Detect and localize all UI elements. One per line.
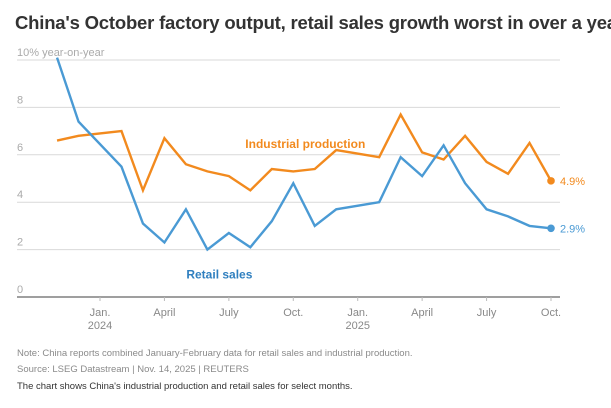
retail-sales-line: [55, 57, 552, 252]
x-tick-label: April: [411, 307, 433, 319]
y-axis-labels: 0 2 4 6 8 10% year-on-year: [17, 47, 105, 296]
x-tick-label: July: [477, 307, 497, 319]
retail-sales-end-marker: [547, 224, 555, 233]
y-tick-label: 0: [17, 284, 23, 296]
x-tick-label: Jan.: [347, 307, 368, 319]
y-tick-label: 4: [17, 189, 23, 201]
series-labels: 4.9% Industrial production 2.9% Retail sale…: [186, 137, 585, 281]
industrial-production-end-label: 4.9%: [560, 176, 585, 188]
y-tick-label: 8: [17, 94, 23, 106]
chart-title: China's October factory output, retail s…: [15, 12, 611, 33]
industrial-production-series-label: Industrial production: [245, 137, 365, 151]
x-tick-label: April: [153, 307, 175, 319]
x-tick-label: Oct.: [283, 307, 303, 319]
x-tick-label: Oct.: [541, 307, 561, 319]
retail-sales-series-label: Retail sales: [186, 267, 252, 281]
x-tick-label: Jan.: [90, 307, 111, 319]
y-tick-label: 10% year-on-year: [17, 47, 105, 59]
series-lines: [55, 57, 555, 252]
y-tick-label: 6: [17, 142, 23, 154]
x-tick-label: July: [219, 307, 239, 319]
chart-note: Note: China reports combined January-Feb…: [17, 348, 413, 359]
chart-description: The chart shows China's industrial produ…: [17, 381, 353, 392]
x-tick-sublabel: 2024: [88, 320, 112, 332]
chart-source: Source: LSEG Datastream | Nov. 14, 2025 …: [17, 364, 249, 375]
gridlines: [17, 59, 560, 298]
x-tick-sublabel: 2025: [345, 320, 369, 332]
retail-sales-end-label: 2.9%: [560, 223, 585, 235]
y-tick-label: 2: [17, 237, 23, 249]
industrial-production-end-marker: [547, 177, 555, 185]
industrial-production-line: [56, 111, 553, 194]
